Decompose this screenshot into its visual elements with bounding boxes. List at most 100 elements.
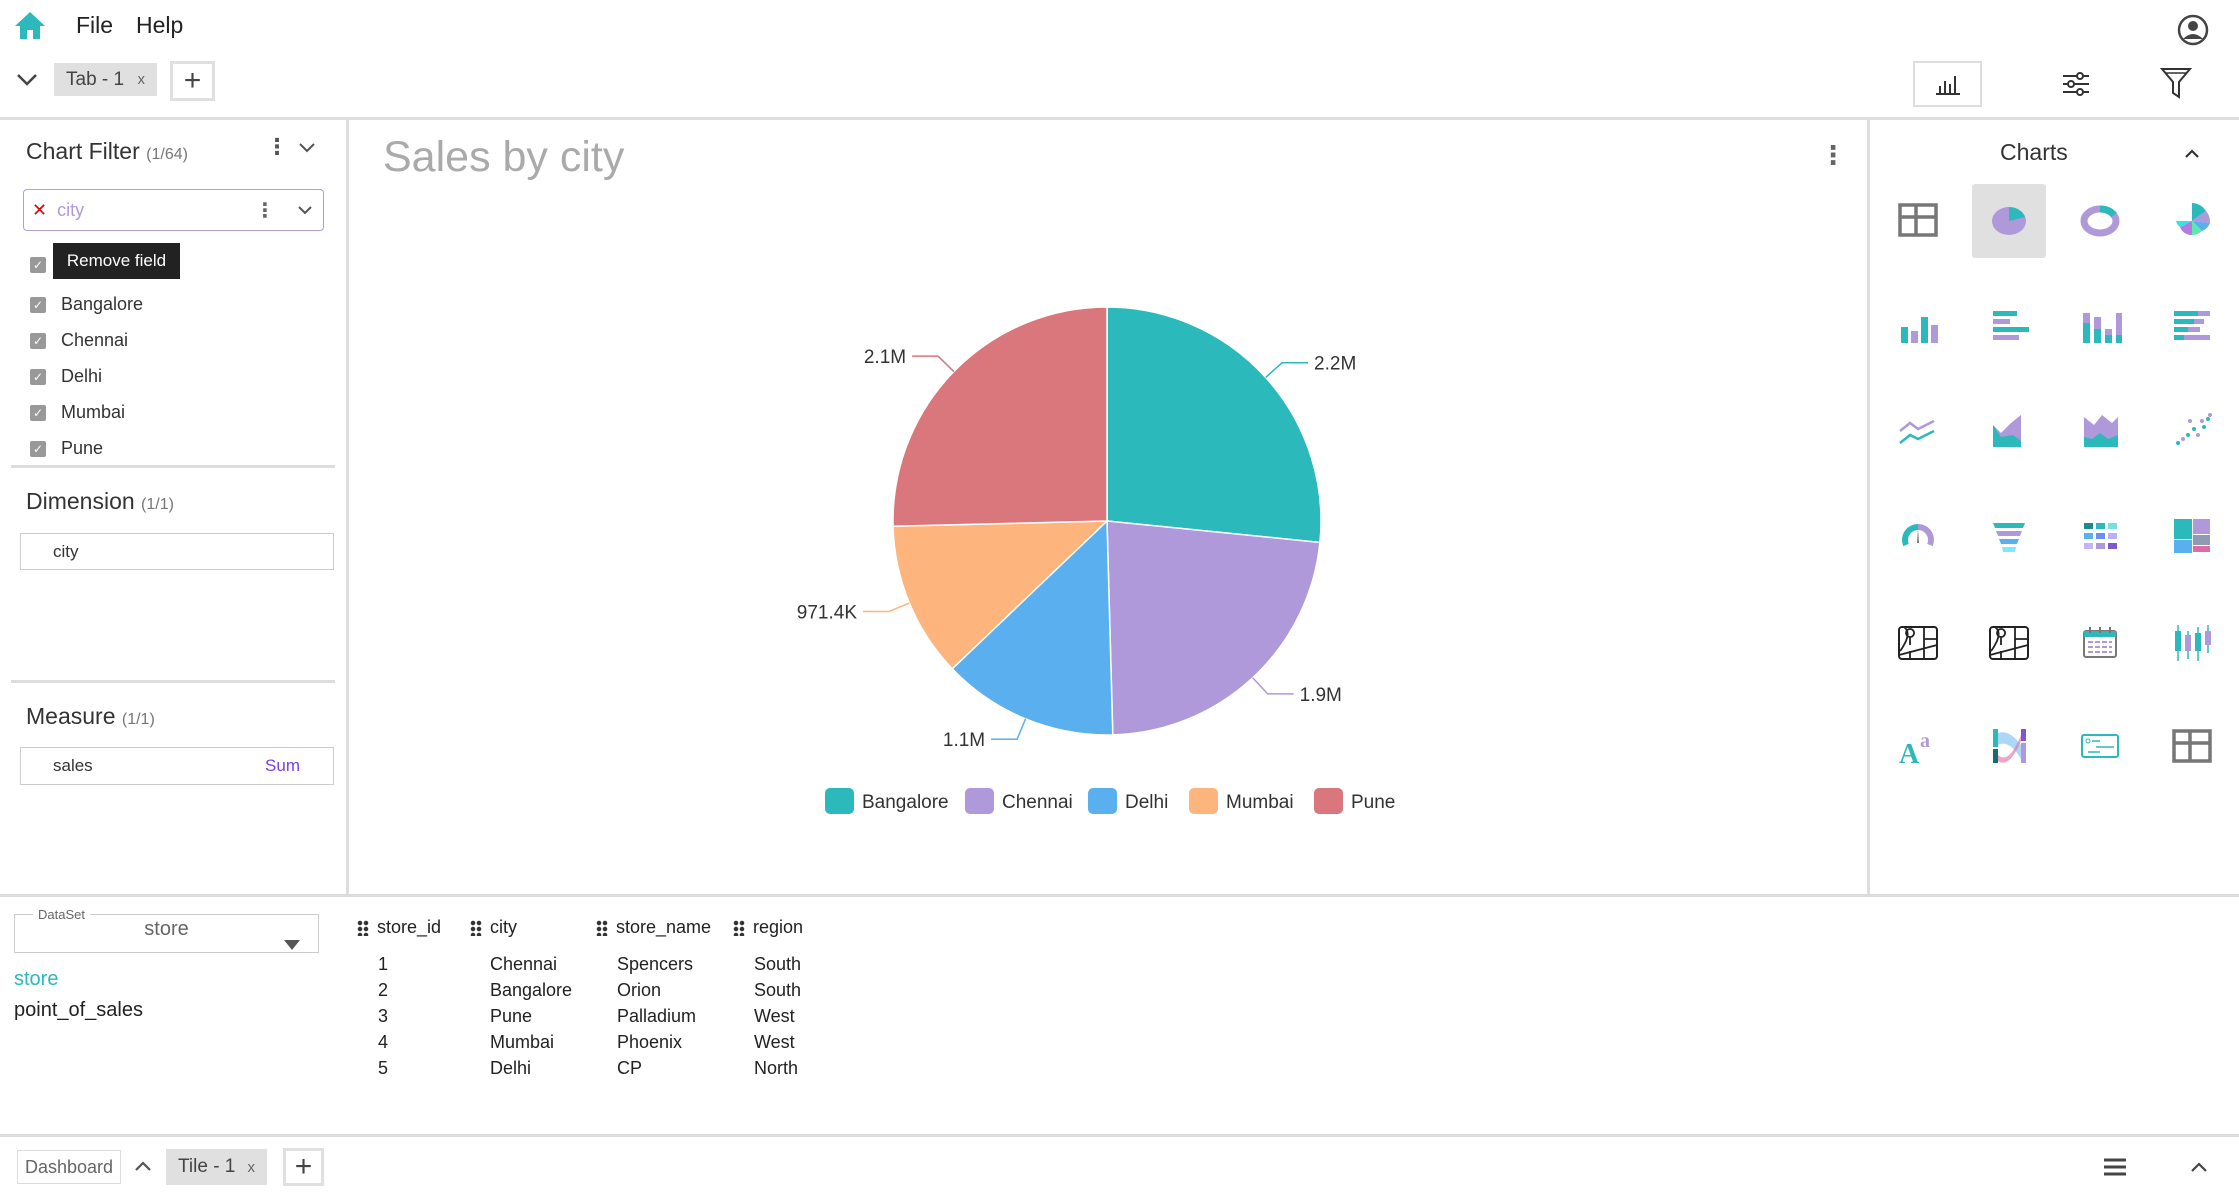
chart-type-candlestick[interactable]: [2155, 606, 2229, 680]
pie-chart: 2.2M 1.9M 1.1M 971.4K 2.1M Bangalore Chennai De…: [797, 306, 1395, 814]
chart-type-pivot-table[interactable]: [2155, 710, 2229, 784]
filter-icon[interactable]: [2160, 66, 2192, 100]
chart-type-map[interactable]: [1881, 606, 1955, 680]
column-header[interactable]: store_id: [357, 917, 441, 938]
legend-item[interactable]: Mumbai: [1189, 788, 1294, 814]
expand-panel-icon[interactable]: [2190, 1161, 2208, 1173]
filter-more-icon[interactable]: ⋮: [266, 134, 288, 159]
checkbox[interactable]: ✓: [30, 332, 46, 349]
chart-type-stacked-column[interactable]: [2063, 290, 2137, 364]
stacked-area-icon: [2084, 415, 2118, 447]
remove-field-icon[interactable]: ✕: [32, 199, 48, 220]
drag-handle-icon[interactable]: [596, 919, 608, 936]
drag-handle-icon[interactable]: [357, 919, 369, 936]
tile-label: Tile - 1: [178, 1156, 236, 1177]
menu-help[interactable]: Help: [136, 12, 184, 38]
tile-close-button[interactable]: x: [247, 1158, 256, 1176]
leader-line: [863, 602, 910, 613]
checkbox[interactable]: ✓: [30, 368, 46, 385]
checkbox[interactable]: ✓: [30, 296, 46, 313]
chart-type-rose-chart[interactable]: [2155, 184, 2229, 258]
home-icon[interactable]: [14, 10, 46, 40]
chart-type-bar-chart[interactable]: [1972, 290, 2046, 364]
pie-slice-delhi[interactable]: [951, 519, 1114, 736]
chart-type-stacked-bar[interactable]: [2155, 290, 2229, 364]
pie-slice-bangalore[interactable]: [1106, 306, 1322, 544]
add-tile-button[interactable]: +: [283, 1148, 324, 1186]
column-header[interactable]: region: [733, 917, 803, 938]
column-header[interactable]: store_name: [596, 917, 711, 938]
table-cell: Pune: [490, 1006, 533, 1026]
legend-label: Chennai: [1002, 792, 1073, 813]
filter-option[interactable]: ✓ Mumbai: [30, 402, 125, 423]
funnel-chart-icon: [1993, 523, 2025, 552]
add-tab-button[interactable]: +: [170, 61, 215, 101]
chart-view-button[interactable]: [1913, 61, 1982, 107]
filter-option-label: Delhi: [61, 366, 103, 386]
field-more-icon[interactable]: ⋮: [255, 199, 275, 222]
checkbox[interactable]: ✓: [30, 257, 46, 273]
expand-up-icon[interactable]: [134, 1160, 152, 1172]
tab-close-button[interactable]: x: [137, 71, 146, 88]
collapse-charts-icon[interactable]: [2184, 148, 2200, 159]
table-cell: West: [754, 1006, 795, 1026]
measure-field[interactable]: sales Sum: [20, 747, 334, 785]
tab-1[interactable]: Tab - 1 x: [54, 63, 157, 96]
legend-label: Bangalore: [862, 792, 949, 813]
tile-1[interactable]: Tile - 1 x: [166, 1149, 267, 1185]
pie-slice-chennai[interactable]: [1106, 520, 1321, 736]
leader-line: [1265, 361, 1309, 379]
dimension-field[interactable]: city: [20, 533, 334, 570]
settings-sliders-icon[interactable]: [2061, 70, 2091, 98]
chart-type-scatter-chart[interactable]: [2155, 394, 2229, 468]
dashboard-button[interactable]: Dashboard: [17, 1150, 121, 1184]
user-account-icon[interactable]: [2177, 14, 2209, 46]
svg-text:A: A: [1899, 739, 1920, 769]
chart-type-filled-map[interactable]: [1972, 606, 2046, 680]
chart-type-gauge[interactable]: [1881, 500, 1955, 574]
field-chevron-icon[interactable]: [297, 205, 313, 215]
filter-option[interactable]: ✓ Bangalore: [30, 294, 143, 315]
filter-option[interactable]: ✓ Pune: [30, 438, 103, 459]
filter-field-city[interactable]: ✕ city ⋮: [23, 189, 324, 231]
drag-handle-icon[interactable]: [470, 919, 482, 936]
chart-type-treemap[interactable]: [2155, 500, 2229, 574]
collapse-chevron-icon[interactable]: [298, 142, 316, 154]
dataset-select[interactable]: DataSet store: [14, 907, 319, 953]
chart-type-donut-chart[interactable]: [2063, 184, 2137, 258]
filter-option[interactable]: ✓: [30, 257, 61, 273]
legend-item[interactable]: Bangalore: [825, 788, 949, 814]
chart-more-icon[interactable]: ⋮: [1820, 140, 1846, 170]
legend-item[interactable]: Chennai: [965, 788, 1073, 814]
chart-type-sankey[interactable]: [1972, 710, 2046, 784]
card-icon: [2081, 734, 2119, 758]
filter-option[interactable]: ✓ Chennai: [30, 330, 128, 351]
chart-type-table[interactable]: [1881, 184, 1955, 258]
chart-type-column-chart[interactable]: [1881, 290, 1955, 364]
chart-type-card[interactable]: [2063, 710, 2137, 784]
chart-type-line-chart[interactable]: [1881, 394, 1955, 468]
checkbox[interactable]: ✓: [30, 404, 46, 421]
pie-slice-mumbai[interactable]: [892, 520, 1109, 670]
chart-type-stacked-area[interactable]: [2063, 394, 2137, 468]
drag-handle-icon[interactable]: [733, 919, 745, 936]
checkbox[interactable]: ✓: [30, 440, 46, 457]
chart-type-heatmap[interactable]: [2063, 500, 2137, 574]
pie-slice-pune[interactable]: [892, 306, 1108, 527]
chevron-down-icon[interactable]: [16, 72, 38, 88]
column-header[interactable]: city: [470, 917, 517, 938]
menu-icon[interactable]: [2103, 1157, 2127, 1177]
chart-type-funnel-chart[interactable]: [1972, 500, 2046, 574]
chart-type-pie-chart[interactable]: [1972, 184, 2046, 258]
legend-item[interactable]: Delhi: [1088, 788, 1168, 814]
chart-type-area-chart[interactable]: [1972, 394, 2046, 468]
table-link-point-of-sales[interactable]: point_of_sales: [14, 999, 143, 1021]
legend-item[interactable]: Pune: [1314, 788, 1395, 814]
table-cell: Delhi: [490, 1058, 532, 1078]
filter-option[interactable]: ✓ Delhi: [30, 366, 102, 387]
chart-type-calendar[interactable]: [2063, 606, 2137, 680]
aggregation-selector[interactable]: Sum: [265, 756, 300, 775]
menu-file[interactable]: File: [76, 12, 114, 38]
table-link-store[interactable]: store: [14, 968, 59, 990]
